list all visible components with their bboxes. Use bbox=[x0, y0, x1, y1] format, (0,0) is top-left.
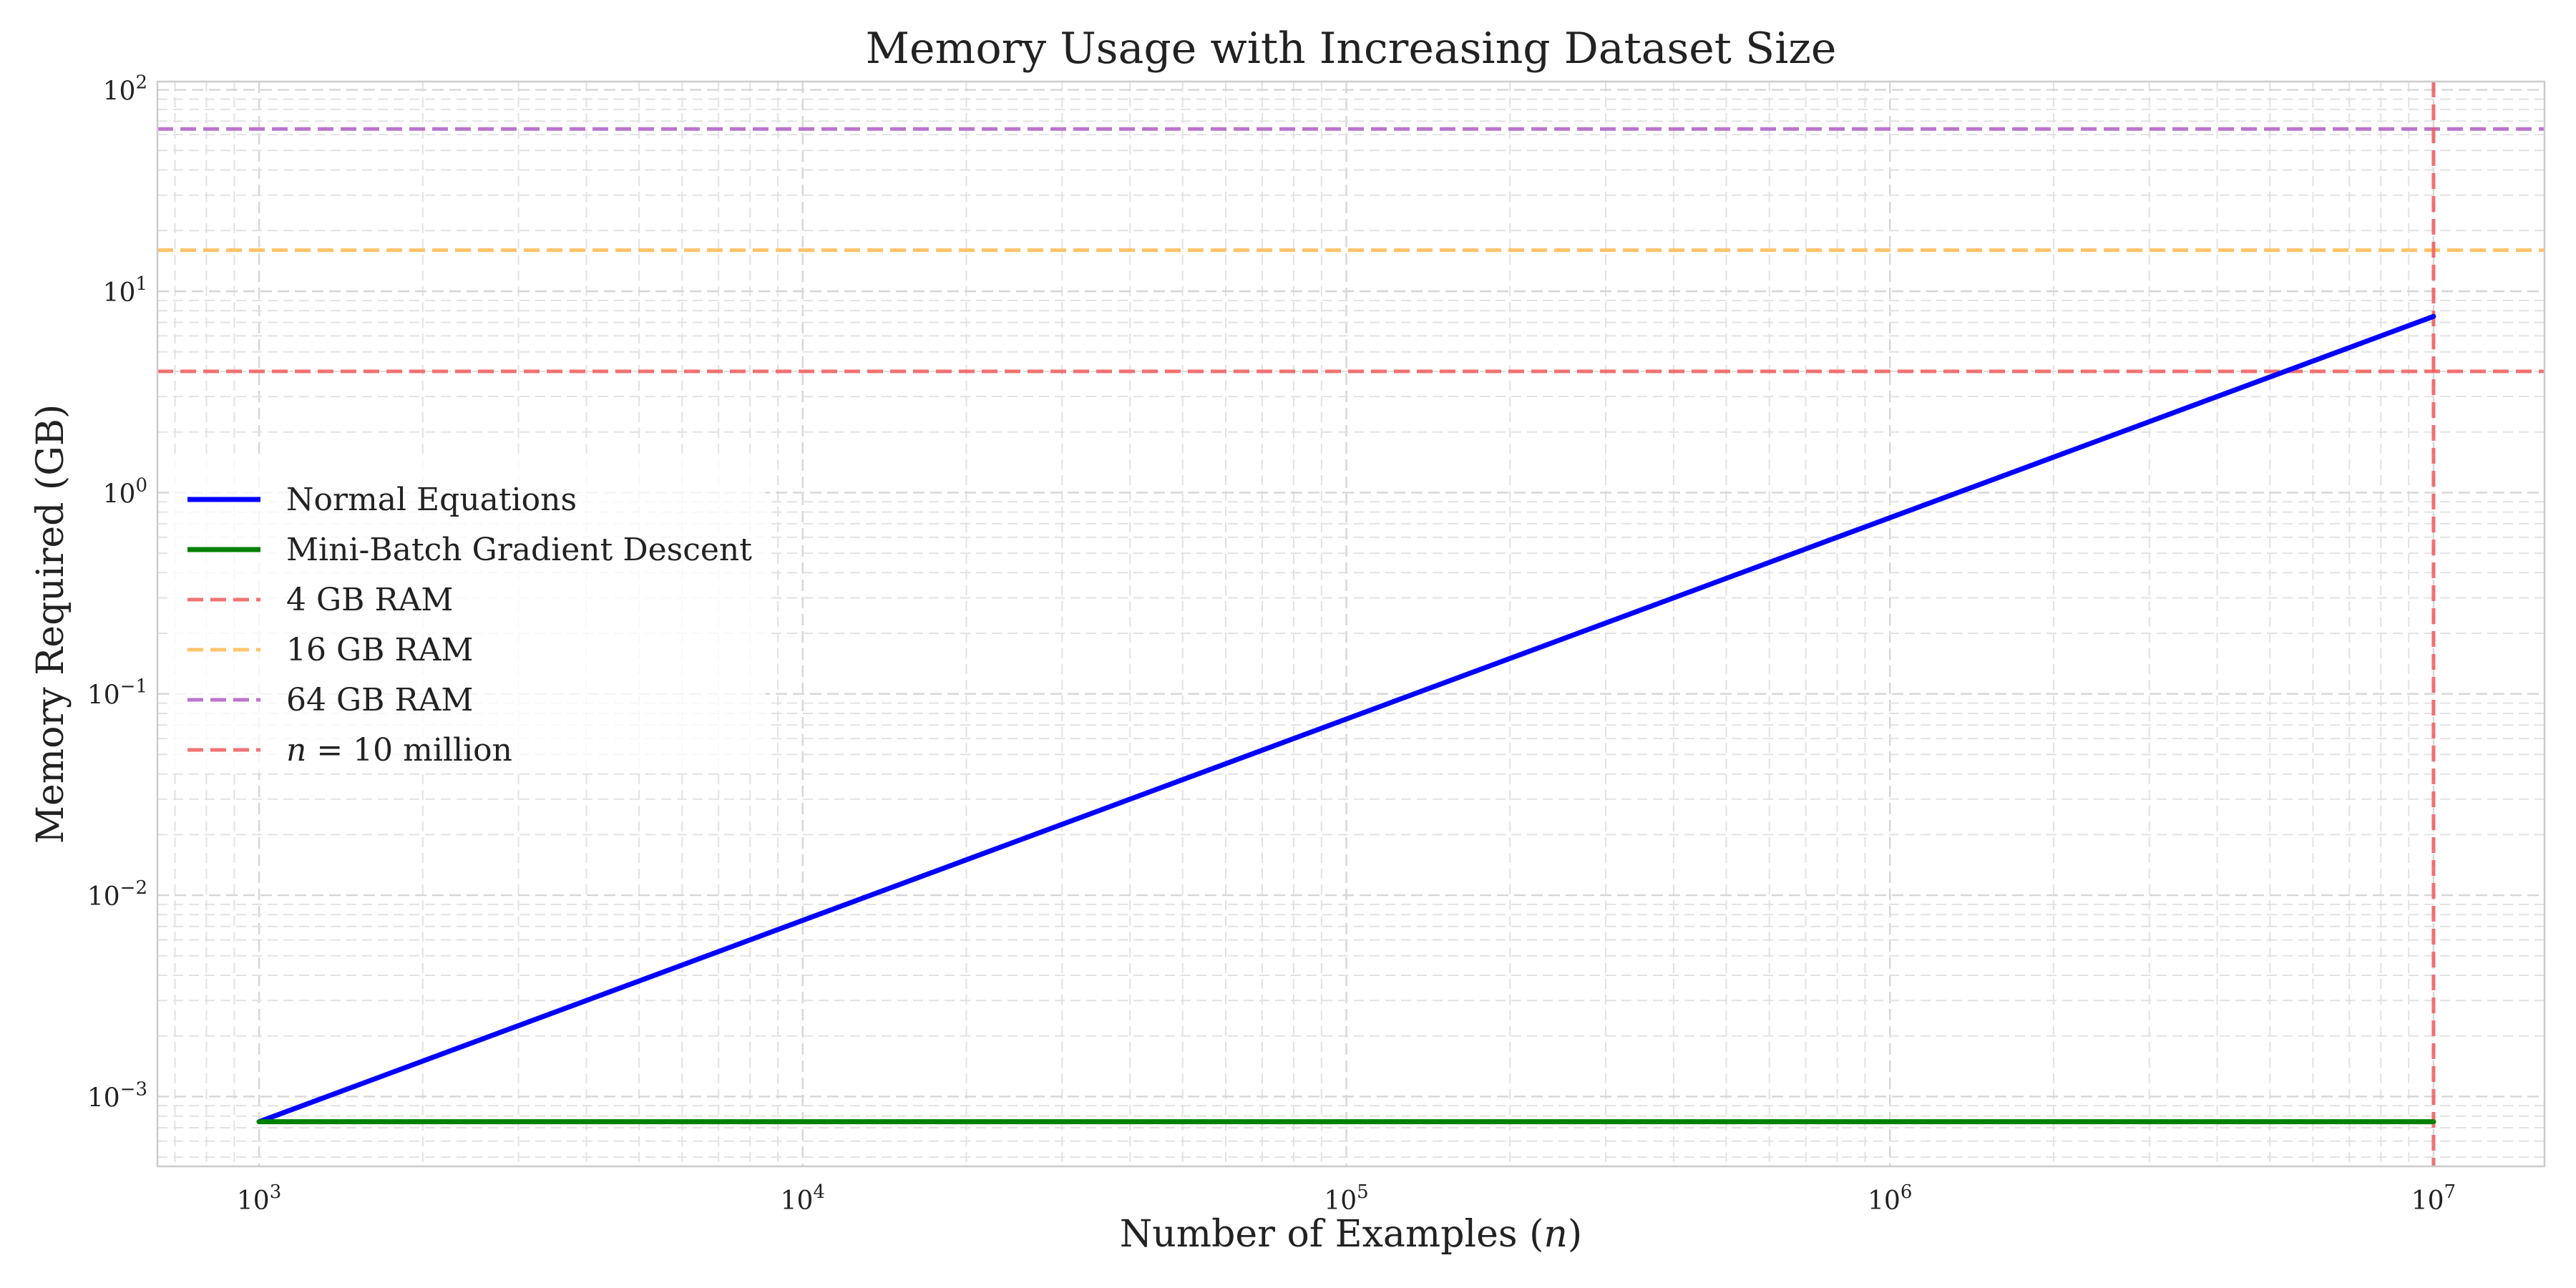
y-tick-labels: 10−3 10−2 10−1 100 101 102 bbox=[87, 72, 147, 1113]
y-tick-label: 102 bbox=[103, 72, 147, 107]
x-tick-label: 104 bbox=[781, 1181, 825, 1216]
x-tick-label: 103 bbox=[237, 1181, 281, 1216]
legend: Normal Equations Mini-Batch Gradient Desc… bbox=[172, 458, 766, 773]
y-tick-label: 10−2 bbox=[87, 877, 147, 912]
x-axis-label: Number of Examples (n) bbox=[1120, 1213, 1582, 1256]
y-tick-label: 101 bbox=[103, 273, 147, 308]
series-lines bbox=[256, 313, 2436, 1125]
legend-box bbox=[172, 458, 766, 773]
x-tick-label: 106 bbox=[1868, 1181, 1912, 1216]
x-tick-label: 105 bbox=[1324, 1181, 1368, 1216]
legend-label: 64 GB RAM bbox=[286, 682, 473, 718]
legend-label: n = 10 million bbox=[286, 732, 512, 769]
x-tick-labels: 103 104 105 106 107 bbox=[237, 1181, 2456, 1216]
series-line-normal-equations bbox=[256, 313, 2436, 1125]
legend-label: 4 GB RAM bbox=[286, 582, 453, 618]
y-tick-label: 100 bbox=[103, 474, 147, 509]
y-tick-label: 10−1 bbox=[87, 676, 147, 711]
plot-frame bbox=[156, 80, 2546, 1168]
y-axis-label: Memory Required (GB) bbox=[29, 404, 72, 844]
y-tick-label: 10−3 bbox=[87, 1078, 147, 1113]
legend-label: 16 GB RAM bbox=[286, 632, 473, 668]
legend-label: Mini-Batch Gradient Descent bbox=[286, 532, 752, 568]
chart-title: Memory Usage with Increasing Dataset Siz… bbox=[866, 24, 1837, 74]
x-tick-label: 107 bbox=[2411, 1181, 2456, 1216]
reference-lines bbox=[157, 82, 2545, 1166]
legend-label: Normal Equations bbox=[286, 482, 577, 518]
